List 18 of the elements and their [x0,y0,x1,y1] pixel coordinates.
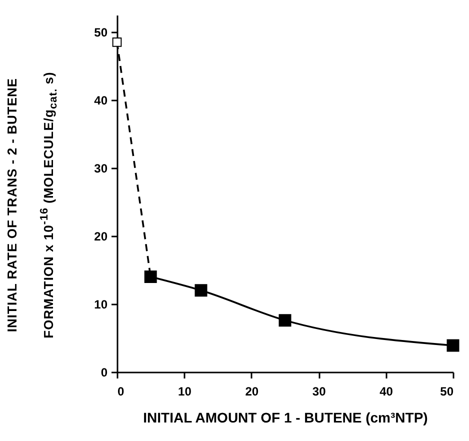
y-tick-label: 10 [94,298,108,312]
x-axis-title: INITIAL AMOUNT OF 1 - BUTENE (cm³NTP) [143,410,428,426]
point [194,284,208,297]
y-tick-label: 0 [100,366,108,380]
x-tick-label: 10 [178,384,192,398]
x-tick-label: 20 [245,384,259,398]
x-tick-label: 30 [312,384,326,398]
x-tick-label: 0 [118,384,124,398]
point [446,339,460,352]
point [112,38,122,47]
point [278,314,292,327]
x-tick-label: 40 [380,384,394,398]
y-tick-label: 50 [94,26,108,40]
point [144,270,157,284]
y-tick-label: 20 [94,230,108,244]
x-tick-label: 50 [440,384,454,398]
y-tick-label: 40 [94,94,108,108]
y-tick-label: 30 [94,162,108,176]
